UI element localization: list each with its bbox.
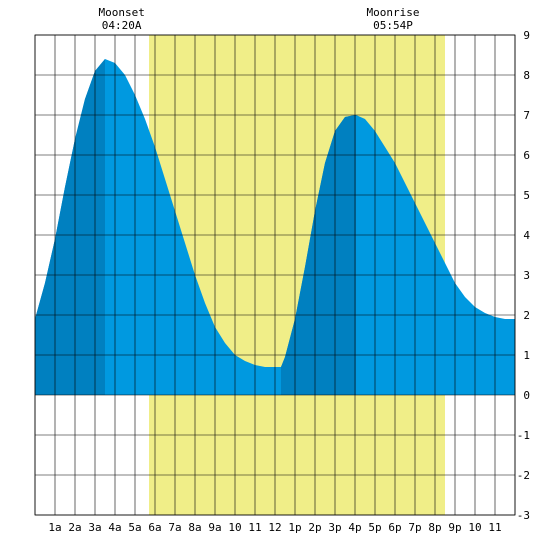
y-tick-label: 4 [523,229,530,242]
y-tick-label: 5 [523,189,530,202]
moonrise-time: 05:54P [373,19,413,32]
moonset-time: 04:20A [102,19,142,32]
y-tick-label: 3 [523,269,530,282]
x-tick-label: 12 [268,521,281,534]
y-tick-label: 9 [523,29,530,42]
x-tick-label: 11 [248,521,261,534]
x-tick-label: 3p [328,521,341,534]
y-tick-label: 7 [523,109,530,122]
x-tick-label: 5a [128,521,141,534]
y-tick-label: 8 [523,69,530,82]
y-tick-label: 1 [523,349,530,362]
moonset-label: Moonset [98,6,144,19]
x-tick-label: 9a [208,521,221,534]
x-tick-label: 4p [348,521,361,534]
y-tick-label: -3 [517,509,530,522]
moonrise-label: Moonrise [367,6,420,19]
x-tick-label: 8a [188,521,201,534]
x-tick-label: 5p [368,521,381,534]
plot-border [34,34,516,516]
y-tick-label: 0 [523,389,530,402]
y-tick-label: -2 [517,469,530,482]
x-tick-label: 4a [108,521,121,534]
x-tick-label: 7p [408,521,421,534]
x-tick-label: 10 [468,521,481,534]
tide-area-shaded-1 [281,115,356,395]
y-tick-labels: -3 -2 -1 0 1 2 3 4 5 6 7 8 9 [517,29,531,522]
x-tick-label: 1a [48,521,61,534]
y-tick-label: -1 [517,429,530,442]
x-tick-label: 2p [308,521,321,534]
x-tick-label: 3a [88,521,101,534]
x-tick-label: 2a [68,521,81,534]
y-tick-label: 6 [523,149,530,162]
x-tick-label: 6a [148,521,161,534]
tide-area-shaded-0 [35,59,105,395]
x-tick-label: 11 [488,521,501,534]
y-tick-label: 2 [523,309,530,322]
x-tick-label: 8p [428,521,441,534]
x-tick-label: 1p [288,521,301,534]
x-tick-label: 6p [388,521,401,534]
x-tick-label: 7a [168,521,181,534]
x-tick-label: 10 [228,521,241,534]
x-tick-label: 9p [448,521,461,534]
grid [34,34,516,516]
x-tick-labels: 1a 2a 3a 4a 5a 6a 7a 8a 9a 10 11 12 1p 2p 3p 4p 5p 6p 7p 8p… [48,521,501,534]
